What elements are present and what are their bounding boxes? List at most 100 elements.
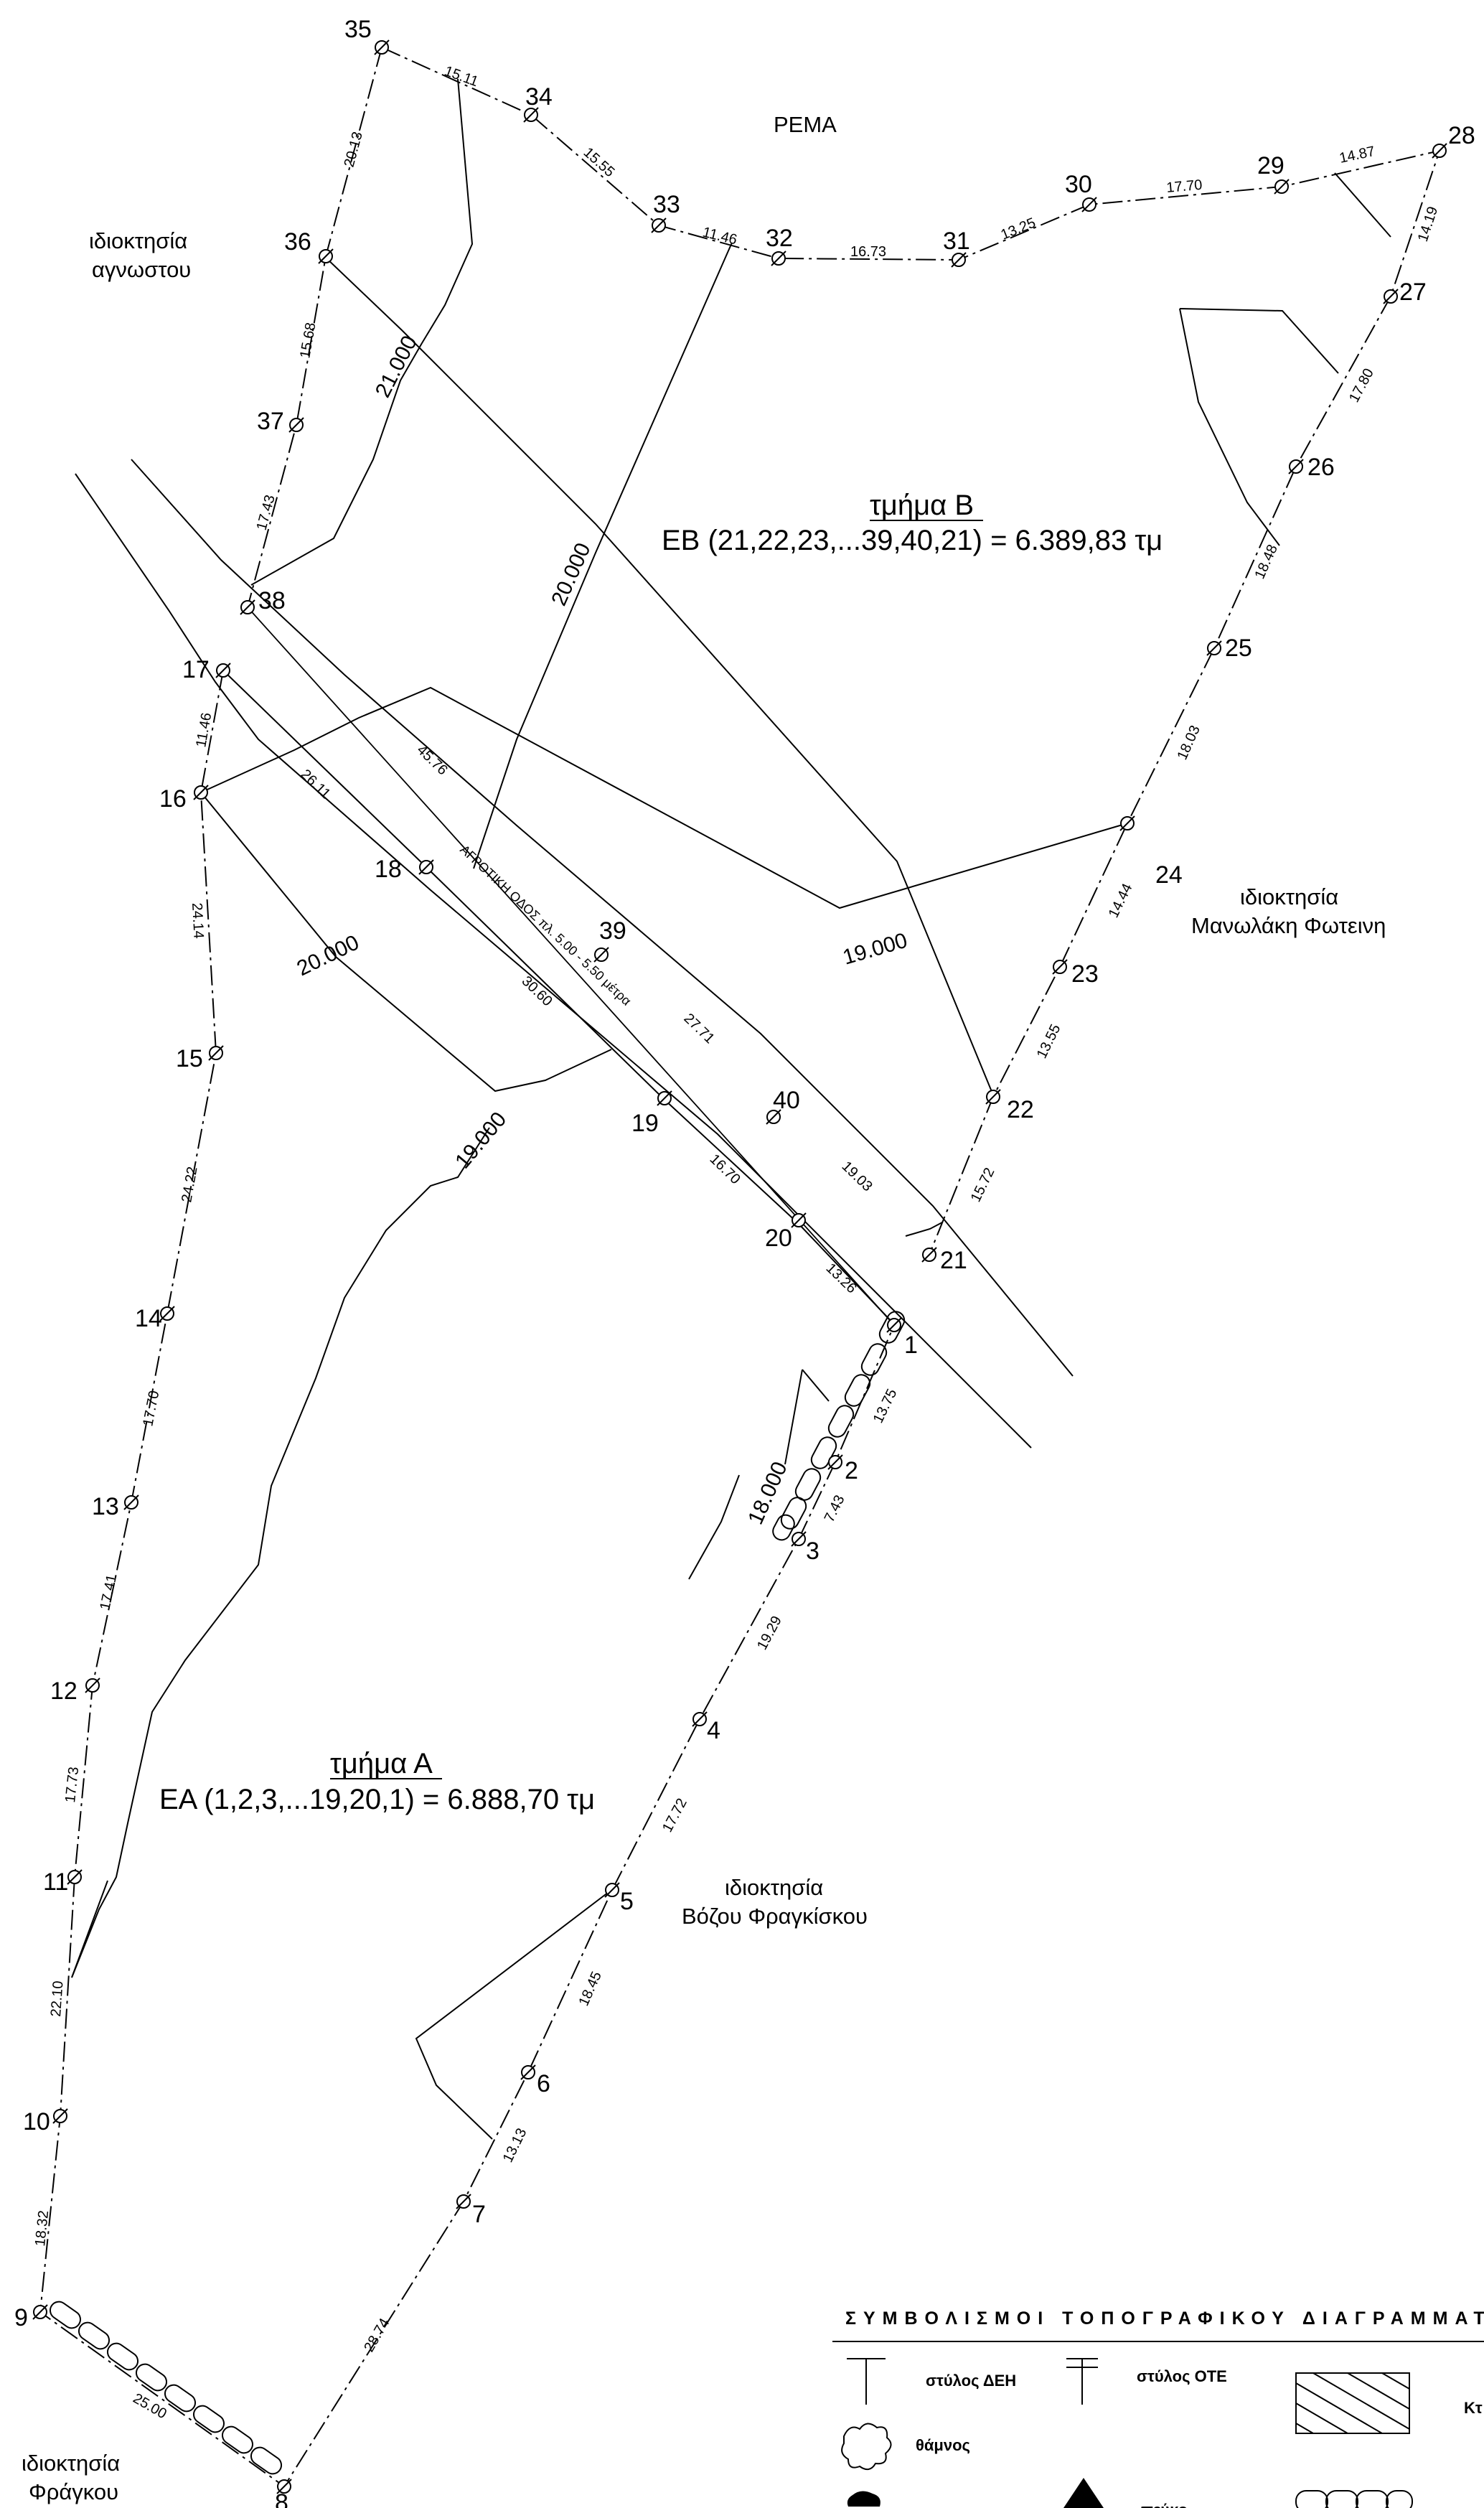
point-label-36: 36 — [284, 228, 311, 256]
point-label-28: 28 — [1448, 122, 1475, 149]
fence-symbol — [772, 1311, 906, 1541]
pine-icon — [1063, 2478, 1104, 2508]
distance-label: 20.13 — [342, 130, 366, 169]
station-38 — [240, 599, 255, 615]
distance-label: 24.14 — [189, 902, 207, 939]
station-33 — [651, 217, 667, 233]
area-block-b: τμήμα Β ΕΒ (21,22,23,...39,40,21) = 6.38… — [662, 490, 1163, 556]
dei-pole-icon — [847, 2358, 886, 2405]
contour-label-18: 18.000 — [743, 1459, 792, 1528]
distance-label: 18.48 — [1251, 542, 1280, 581]
distance-label: 11.46 — [701, 225, 738, 248]
distance-label: 17.73 — [62, 1766, 82, 1803]
owner-manolaki-line1: ιδιοκτησία — [1240, 884, 1338, 909]
area-b-formula: ΕΒ (21,22,23,...39,40,21) = 6.389,83 τμ — [662, 525, 1163, 556]
station-32 — [771, 251, 786, 266]
contour-label-21: 21.000 — [371, 332, 422, 401]
distance-label: 17.72 — [659, 1796, 690, 1835]
contour-label-20-lower: 20.000 — [293, 930, 363, 981]
contour-label-19-right: 19.000 — [840, 929, 910, 970]
station-18 — [418, 859, 434, 875]
owner-unknown-line1: ιδιοκτησία — [89, 228, 187, 253]
station-21 — [921, 1247, 937, 1263]
point-label-32: 32 — [766, 225, 793, 252]
distance-label: 17.41 — [97, 1573, 120, 1611]
point-label-27: 27 — [1399, 279, 1427, 306]
owner-unknown-line2: αγνωστου — [92, 257, 191, 282]
station-30 — [1081, 197, 1097, 212]
legend-ote-pole: στύλος ΟΤΕ — [1137, 2367, 1227, 2385]
point-label-2: 2 — [845, 1457, 858, 1484]
distance-label: 17.43 — [254, 493, 278, 532]
distance-label: 24.22 — [179, 1166, 200, 1204]
station-4 — [692, 1711, 708, 1727]
distance-label: 15.11 — [442, 63, 480, 90]
distance-label: 22.10 — [48, 1980, 66, 2017]
station-35 — [374, 39, 390, 55]
area-b-title: τμήμα Β — [870, 490, 974, 521]
shrub-icon — [841, 2423, 892, 2471]
station-25 — [1206, 640, 1222, 656]
distance-label: 18.03 — [1174, 723, 1203, 762]
distance-label: 19.29 — [754, 1614, 785, 1653]
distance-label: 11.46 — [193, 711, 215, 749]
station-17 — [215, 663, 231, 678]
point-label-33: 33 — [653, 191, 680, 218]
owner-vozou-line1: ιδιοκτησία — [725, 1875, 823, 1900]
station-2 — [827, 1454, 843, 1470]
point-label-22: 22 — [1007, 1096, 1034, 1123]
point-label-35: 35 — [344, 16, 372, 43]
point-label-25: 25 — [1225, 635, 1252, 662]
point-label-40: 40 — [773, 1087, 800, 1114]
point-label-9: 9 — [14, 2304, 28, 2331]
contour-label-19-left: 19.000 — [451, 1108, 511, 1174]
legend: ΣΥΜΒΟΛΙΣΜΟΙ ΤΟΠΟΓΡΑΦΙΚΟΥ ΔΙΑΓΡΑΜΜΑΤΟ στύ… — [832, 2308, 1484, 2508]
point-label-14: 14 — [135, 1305, 162, 1332]
station-28 — [1432, 143, 1447, 159]
point-label-13: 13 — [92, 1493, 119, 1520]
distance-label: 13.13 — [500, 2126, 530, 2166]
distance-label: 7.43 — [822, 1493, 848, 1525]
point-label-3: 3 — [806, 1538, 820, 1565]
point-label-5: 5 — [620, 1888, 634, 1915]
station-19 — [657, 1090, 672, 1106]
hedge-icon — [1295, 2490, 1413, 2508]
station-36 — [318, 248, 334, 264]
legend-dei-pole: στύλος ΔΕΗ — [926, 2372, 1016, 2390]
station-24 — [1119, 815, 1135, 831]
area-block-a: τμήμα Α ΕΑ (1,2,3,...19,20,1) = 6.888,70… — [159, 1748, 595, 1815]
contours — [71, 78, 1391, 2140]
station-29 — [1274, 179, 1290, 195]
point-label-34: 34 — [525, 83, 553, 111]
point-label-21: 21 — [940, 1247, 967, 1274]
distance-label: 15.72 — [968, 1166, 998, 1205]
distance-label: 14.87 — [1338, 144, 1376, 167]
distance-labels: 15.11 15.55 11.46 16.73 13.25 17.70 14.8… — [32, 63, 1441, 2422]
point-label-4: 4 — [707, 1717, 720, 1744]
distance-label: 25.00 — [131, 2390, 169, 2422]
station-23 — [1052, 959, 1068, 975]
annotations: ΡΕΜΑ ιδιοκτησία αγνωστου ιδιοκτησία Μανω… — [22, 112, 1386, 2504]
station-markers — [32, 39, 1447, 2494]
point-label-17: 17 — [182, 656, 210, 683]
owner-manolaki-line2: Μανωλάκη Φωτεινη — [1191, 913, 1386, 938]
owner-fragkou-line1: ιδιοκτησία — [22, 2451, 120, 2476]
distance-label: 27.71 — [681, 1011, 718, 1047]
station-15 — [208, 1045, 224, 1061]
stream-label: ΡΕΜΑ — [774, 112, 837, 137]
point-label-1: 1 — [904, 1332, 918, 1359]
station-1 — [886, 1317, 902, 1333]
station-14 — [159, 1306, 175, 1321]
station-13 — [123, 1494, 139, 1510]
station-37 — [288, 417, 304, 433]
point-label-16: 16 — [159, 785, 187, 813]
fence-symbol-south — [49, 2301, 283, 2475]
station-34 — [523, 107, 539, 123]
building-hatch-icon — [1295, 2372, 1410, 2434]
area-a-title: τμήμα Α — [330, 1748, 433, 1779]
point-label-10: 10 — [23, 2108, 50, 2135]
station-26 — [1288, 459, 1304, 474]
station-16 — [193, 785, 209, 800]
point-label-15: 15 — [176, 1045, 203, 1072]
distance-label: 17.70 — [140, 1390, 162, 1428]
